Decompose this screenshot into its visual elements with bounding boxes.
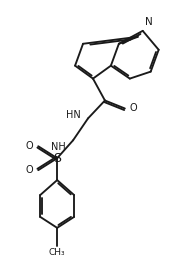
Text: N: N <box>145 17 152 27</box>
Text: O: O <box>26 165 33 175</box>
Text: S: S <box>53 152 61 165</box>
Text: O: O <box>130 103 137 113</box>
Text: O: O <box>26 141 33 151</box>
Text: NH: NH <box>51 142 66 152</box>
Text: CH₃: CH₃ <box>49 248 66 257</box>
Text: HN: HN <box>66 110 81 120</box>
